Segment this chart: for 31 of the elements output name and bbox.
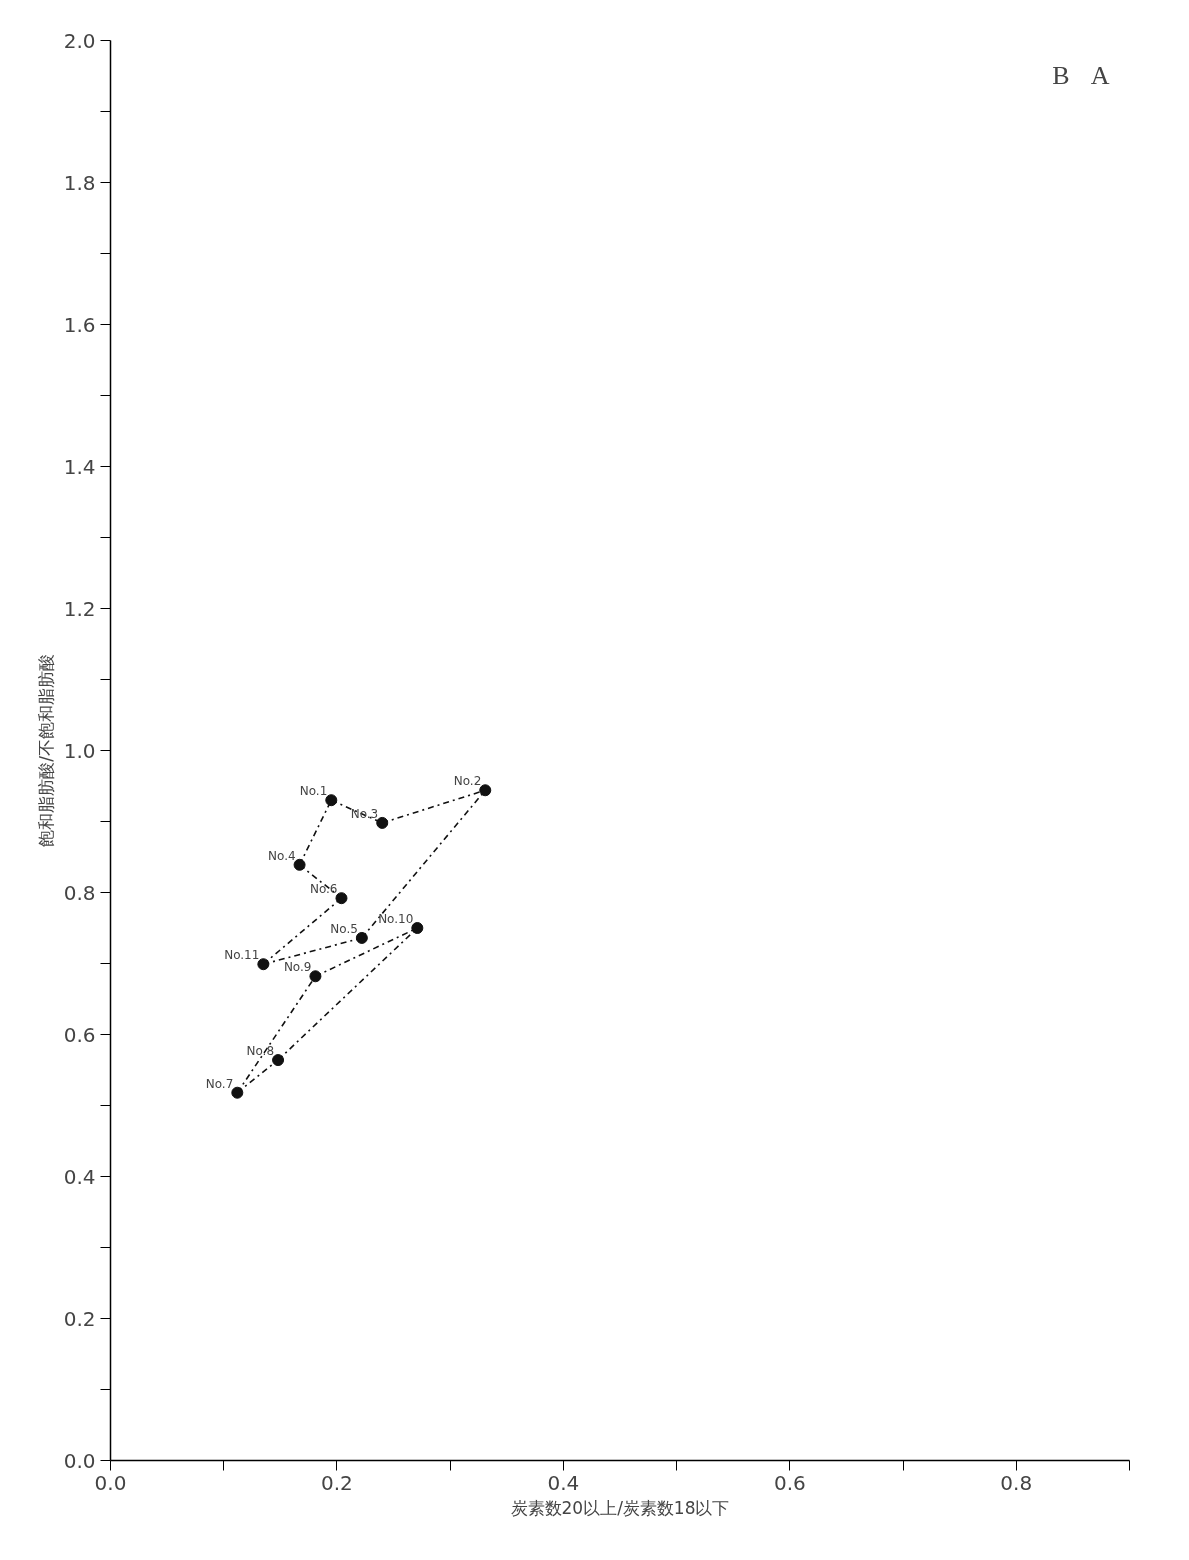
y-tick-label: 0.0 (63, 1448, 96, 1473)
annotation: No.2 (453, 774, 482, 789)
annotation: No.5 (330, 921, 358, 936)
annotation: No.7 (205, 1076, 234, 1091)
x-tick-label: 0.4 (547, 1470, 580, 1495)
annotation: No.8 (246, 1044, 275, 1059)
y-tick-label: 0.4 (63, 1164, 96, 1189)
annotation: B (1052, 60, 1070, 90)
y-tick-label: 1.8 (63, 170, 96, 195)
y-tick-label: 2.0 (63, 28, 96, 53)
y-tick-label: 0.2 (63, 1306, 96, 1331)
annotation: No.9 (283, 960, 312, 975)
y-tick-label: 1.6 (63, 312, 96, 337)
x-tick-label: 0.0 (94, 1470, 127, 1495)
annotation: No.6 (309, 882, 338, 897)
annotation: No.1 (299, 784, 328, 799)
y-tick-label: 1.4 (63, 454, 96, 479)
y-axis-title: 飽和脂肪酸/不飽和脂肪酸 (35, 654, 56, 847)
x-axis-title: 炭素数20以上/炭素数18以下 (510, 1497, 730, 1518)
x-tick-label: 0.8 (1000, 1470, 1033, 1495)
y-tick-label: 1.0 (63, 738, 96, 763)
y-tick-label: 0.8 (63, 880, 96, 905)
annotation: No.3 (350, 806, 379, 821)
x-tick-label: 0.6 (773, 1470, 806, 1495)
annotation: No.11 (224, 948, 260, 963)
y-tick-label: 1.2 (63, 596, 96, 621)
annotation: No.4 (268, 848, 296, 863)
annotation: A (1090, 60, 1110, 90)
y-tick-label: 0.6 (63, 1022, 96, 1047)
annotation: No.10 (378, 912, 414, 926)
x-tick-label: 0.2 (321, 1470, 353, 1495)
